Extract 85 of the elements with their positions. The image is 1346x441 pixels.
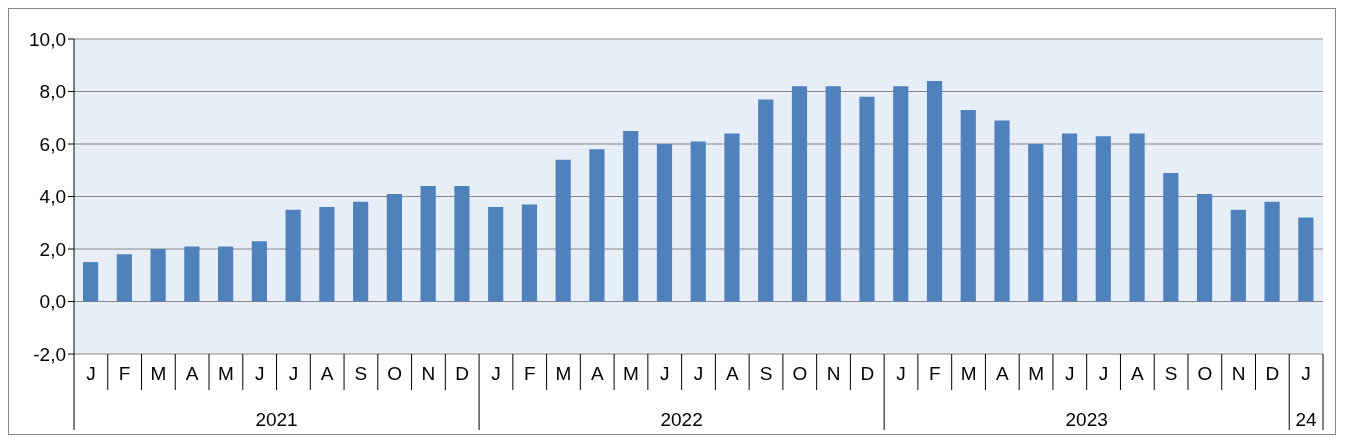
bar <box>589 149 605 302</box>
x-tick-label: A <box>185 363 199 384</box>
text: 24 <box>1295 409 1318 430</box>
bar <box>1230 209 1246 302</box>
x-tick-label: M <box>960 363 977 384</box>
x-tick-label: S <box>1164 363 1178 384</box>
x-tick-label: A <box>995 363 1009 384</box>
bar <box>116 254 132 302</box>
bar <box>454 186 470 302</box>
x-tick-label: F <box>118 363 131 384</box>
x-tick-label: J <box>896 363 906 384</box>
bar <box>1264 201 1280 302</box>
x-tick-label: J <box>659 363 670 384</box>
y-tick-label: 2,0 <box>39 238 66 260</box>
x-tick-label: N <box>421 363 436 384</box>
x-tick-label: O <box>387 363 403 384</box>
bar <box>690 141 706 302</box>
x-tick-label: D <box>1265 363 1280 384</box>
bar <box>1196 193 1213 302</box>
y-tick-label: 10,0 <box>29 28 66 50</box>
bar <box>83 262 99 302</box>
x-tick-label: O <box>792 363 808 384</box>
bar <box>623 130 639 302</box>
bar <box>825 86 841 302</box>
x-tick-label: J <box>1065 363 1075 384</box>
x-tick-label: S <box>759 363 773 384</box>
bar <box>724 133 740 302</box>
x-tick-label: J <box>693 363 704 384</box>
bar <box>791 86 808 302</box>
x-tick-label: M <box>555 363 572 384</box>
x-tick-label: M <box>623 363 639 384</box>
bar <box>521 204 538 302</box>
bar <box>656 144 673 302</box>
x-tick-label: S <box>354 363 368 384</box>
bar <box>1298 217 1314 302</box>
bar <box>1095 136 1111 302</box>
bar <box>251 241 267 302</box>
x-tick-label: D <box>455 363 470 384</box>
x-tick-label: N <box>1231 363 1246 384</box>
x-tick-label: M <box>150 363 167 384</box>
text: 2023 <box>1065 409 1108 430</box>
y-tick-label: 0,0 <box>39 291 66 313</box>
bar <box>488 207 504 302</box>
x-tick-label: D <box>860 363 875 384</box>
text: 2021 <box>255 409 298 430</box>
x-tick-label: A <box>590 363 604 384</box>
y-tick-label: 6,0 <box>39 133 66 155</box>
bar <box>1129 133 1145 302</box>
x-tick-label: F <box>928 363 941 384</box>
x-tick-label: F <box>523 363 536 384</box>
bar <box>893 86 909 302</box>
bar <box>184 246 200 302</box>
x-tick-label: A <box>725 363 739 384</box>
x-tick-label: J <box>254 363 265 384</box>
x-tick-label: M <box>1028 363 1044 384</box>
bar <box>994 120 1010 302</box>
x-tick-label: A <box>320 363 334 384</box>
x-tick-label: J <box>288 363 299 384</box>
x-tick-label: J <box>1301 363 1311 384</box>
bar <box>555 159 571 302</box>
bar <box>758 99 774 302</box>
bar <box>285 209 301 302</box>
bar <box>1028 144 1044 302</box>
bar <box>353 201 369 302</box>
bar <box>150 249 166 302</box>
x-tick-label: O <box>1197 363 1213 384</box>
x-tick-label: J <box>86 363 96 384</box>
bar <box>218 246 234 302</box>
bar <box>926 81 943 302</box>
bar <box>319 207 335 302</box>
y-tick-label: -2,0 <box>33 343 66 365</box>
x-tick-label: J <box>1098 363 1109 384</box>
x-tick-label: M <box>217 363 234 384</box>
bar <box>859 96 875 302</box>
x-tick-label: N <box>826 363 841 384</box>
x-tick-label: J <box>491 363 501 384</box>
bar <box>420 186 436 302</box>
bar <box>1061 133 1078 302</box>
bar <box>1163 172 1179 302</box>
x-tick-label: A <box>1130 363 1144 384</box>
bar <box>960 109 976 302</box>
y-tick-label: 4,0 <box>39 186 66 208</box>
text: 2022 <box>660 409 703 430</box>
y-tick-label: 8,0 <box>39 81 66 103</box>
bar <box>386 193 402 302</box>
